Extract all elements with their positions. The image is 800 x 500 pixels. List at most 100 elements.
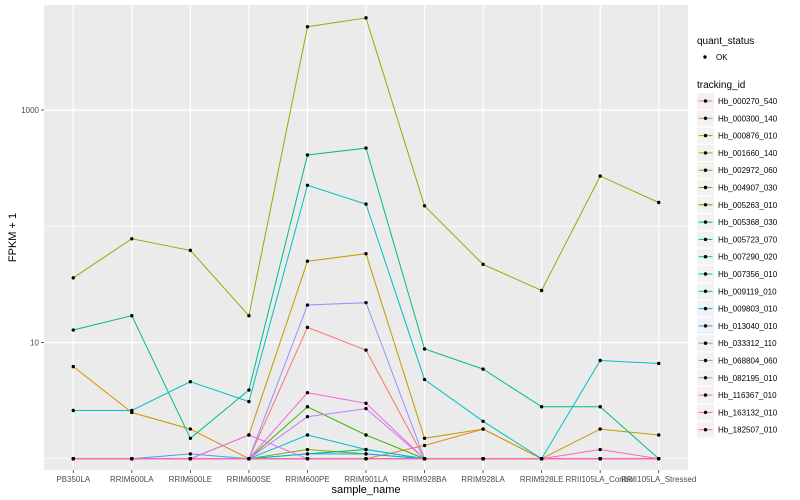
data-point (364, 300, 368, 305)
legend-key-point (703, 203, 708, 207)
data-point (305, 25, 310, 29)
data-point (305, 452, 310, 456)
data-point (71, 328, 75, 332)
legend-label: Hb_033312_110 (718, 339, 777, 348)
legend-key-point (703, 133, 708, 138)
data-point (657, 361, 661, 366)
legend-key-point (703, 99, 708, 103)
data-point (364, 457, 368, 461)
y-axis: 10 1000 (21, 106, 44, 347)
data-point (422, 457, 427, 461)
legend-key-point (703, 341, 708, 345)
x-tick-label: RRIM600PE (285, 475, 329, 484)
data-point (364, 452, 368, 456)
legend-label: Hb_002972_060 (718, 166, 778, 175)
legend-key-point (703, 289, 708, 293)
data-point (598, 174, 602, 178)
legend-key-point (703, 306, 708, 311)
data-point (247, 399, 251, 404)
x-tick-label: PB350LA (56, 475, 90, 484)
data-point (188, 436, 193, 440)
legend-key-point (703, 324, 708, 328)
data-point (188, 457, 193, 461)
data-point (598, 447, 602, 452)
data-point (71, 276, 75, 280)
legend-label: Hb_007290_020 (718, 253, 778, 262)
data-point (305, 390, 310, 395)
data-point (71, 364, 75, 369)
data-point (364, 401, 368, 405)
series-layer (71, 16, 661, 461)
x-tick-label: RRIM928LE (520, 475, 564, 484)
legend-shape-entries: OK (703, 53, 728, 62)
legend-key-point (703, 168, 708, 172)
x-tick-label: RRIM928BA (402, 475, 447, 484)
legend-key-point (703, 272, 708, 276)
data-point (305, 414, 310, 419)
data-point (657, 433, 661, 437)
data-point (481, 367, 485, 371)
data-point (422, 443, 427, 448)
legend-label: Hb_005263_010 (718, 201, 778, 210)
data-point (130, 237, 134, 241)
data-point (539, 288, 544, 293)
data-point (305, 433, 310, 437)
data-point (305, 153, 310, 157)
data-point (598, 427, 602, 431)
data-point (130, 408, 134, 413)
data-point (305, 183, 310, 187)
legend-color-entries: Hb_000270_540 Hb_000300_140 Hb_000876_010 H… (697, 93, 778, 438)
x-axis: PB350LA RRIM600LA RRIM600LE RRIM600SE RRIM60… (56, 470, 696, 484)
legend-label: Hb_007356_010 (718, 270, 778, 279)
legend-shape-label: OK (716, 53, 728, 62)
data-point (539, 457, 544, 461)
data-point (598, 358, 602, 363)
data-point (305, 303, 310, 307)
data-point (364, 348, 368, 352)
data-point (481, 427, 485, 431)
data-point (305, 457, 310, 461)
data-point (188, 379, 193, 384)
data-point (481, 262, 485, 267)
data-point (364, 16, 368, 20)
data-point (71, 408, 75, 413)
data-point (598, 457, 602, 461)
data-point (305, 325, 310, 330)
data-point (305, 447, 310, 452)
legend-label: Hb_001660_140 (718, 149, 778, 158)
major-gridlines (44, 5, 688, 470)
legend-key-point (703, 410, 708, 415)
x-axis-title: sample_name (331, 484, 400, 496)
data-point (364, 447, 368, 452)
data-point (188, 452, 193, 456)
legend: quant_status OK tracking_id Hb_000270_54… (697, 36, 778, 438)
x-tick-label: RRIM600LE (169, 475, 213, 484)
data-point (247, 388, 251, 392)
data-point (305, 259, 310, 263)
y-tick-label: 10 (30, 338, 39, 347)
data-point (364, 433, 368, 437)
data-point (657, 200, 661, 205)
legend-key-point (703, 185, 708, 190)
legend-shape-title: quant_status (697, 36, 754, 47)
legend-key-point (703, 151, 708, 155)
legend-label: Hb_004907_030 (718, 184, 778, 193)
legend-shape-key (703, 55, 707, 59)
legend-key-point (703, 237, 708, 242)
legend-label: Hb_082195_010 (718, 374, 778, 383)
data-point (130, 457, 134, 461)
legend-label: Hb_163132_010 (718, 408, 778, 417)
data-point (305, 405, 310, 409)
data-point (481, 419, 485, 423)
legend-label: Hb_013040_010 (718, 322, 778, 331)
data-point (598, 405, 602, 409)
data-point (481, 457, 485, 461)
legend-label: Hb_005368_030 (718, 218, 778, 227)
legend-key-point (703, 255, 708, 259)
x-tick-label: RRII105LA_Control (565, 475, 635, 484)
data-point (364, 252, 368, 256)
data-point (422, 377, 427, 382)
data-point (130, 313, 134, 318)
legend-label: Hb_009119_010 (718, 287, 777, 296)
